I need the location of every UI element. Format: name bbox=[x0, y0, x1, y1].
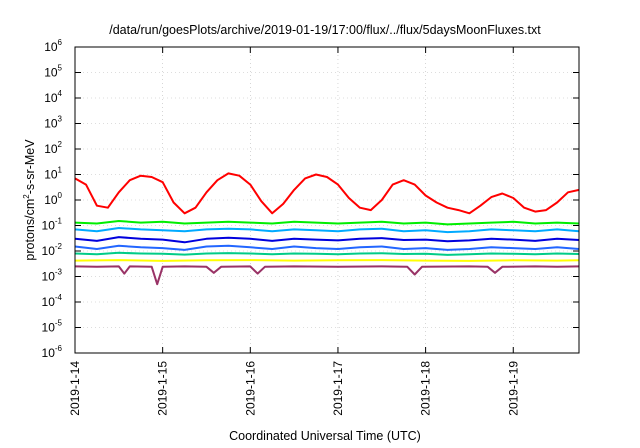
y-axis-label-pre: protons/cm bbox=[23, 199, 37, 261]
y-tick-exponent: -2 bbox=[55, 242, 63, 251]
x-tick-label: 2019-1-16 bbox=[243, 361, 257, 416]
y-tick-exponent: -3 bbox=[55, 268, 63, 277]
x-tick-labels: 2019-1-14 2019-1-15 2019-1-16 2019-1-17 2019… bbox=[68, 361, 520, 416]
y-tick-label: 100 bbox=[44, 191, 62, 207]
series-line-1 bbox=[74, 172, 580, 215]
y-tick-base: 10 bbox=[42, 219, 56, 233]
y-tick-label: 10-3 bbox=[42, 268, 63, 284]
y-tick-labels: 10-610-510-410-310-210-11001011021031041… bbox=[42, 38, 63, 360]
y-tick-label: 102 bbox=[44, 140, 62, 156]
chart-title: /data/run/goesPlots/archive/2019-01-19/1… bbox=[109, 23, 541, 37]
y-tick-base: 10 bbox=[42, 346, 56, 360]
y-tick-base: 10 bbox=[42, 295, 56, 309]
y-axis-label-post: -s-sr-MeV bbox=[23, 139, 37, 195]
y-tick-exponent: 4 bbox=[58, 89, 63, 98]
y-tick-base: 10 bbox=[42, 321, 56, 335]
y-tick-label: 10-6 bbox=[42, 344, 63, 360]
series-line-7 bbox=[74, 259, 580, 262]
series-line-3 bbox=[74, 227, 580, 234]
y-tick-exponent: 1 bbox=[58, 166, 63, 175]
y-tick-label: 105 bbox=[44, 64, 62, 80]
y-tick-exponent: 0 bbox=[58, 191, 63, 200]
grid bbox=[74, 46, 579, 354]
y-tick-base: 10 bbox=[44, 40, 58, 54]
y-tick-label: 106 bbox=[44, 38, 62, 54]
y-tick-exponent: 3 bbox=[58, 115, 63, 124]
series-line-8 bbox=[74, 265, 580, 286]
y-tick-exponent: -5 bbox=[55, 319, 63, 328]
y-tick-exponent: 2 bbox=[58, 140, 63, 149]
y-tick-label: 104 bbox=[44, 89, 62, 105]
y-tick-label: 10-2 bbox=[42, 242, 63, 258]
y-tick-base: 10 bbox=[44, 142, 58, 156]
y-axis-label-sup: 2 bbox=[22, 194, 31, 199]
x-tick-label: 2019-1-18 bbox=[419, 361, 433, 416]
series-line-6 bbox=[74, 251, 580, 256]
series-line-2 bbox=[74, 220, 580, 226]
x-tick-label: 2019-1-17 bbox=[331, 361, 345, 416]
series-layer bbox=[74, 172, 580, 286]
y-tick-exponent: -1 bbox=[55, 217, 63, 226]
x-tick-label: 2019-1-14 bbox=[68, 361, 82, 416]
y-tick-base: 10 bbox=[44, 117, 58, 131]
y-tick-exponent: -4 bbox=[55, 293, 63, 302]
y-axis-label: protons/cm2-s-sr-MeV bbox=[22, 139, 37, 261]
y-tick-label: 10-1 bbox=[42, 217, 63, 233]
y-tick-exponent: -6 bbox=[55, 344, 63, 353]
y-tick-base: 10 bbox=[42, 270, 56, 284]
y-tick-exponent: 6 bbox=[58, 38, 63, 47]
x-axis-label: Coordinated Universal Time (UTC) bbox=[229, 429, 421, 443]
y-tick-base: 10 bbox=[44, 193, 58, 207]
y-tick-base: 10 bbox=[44, 168, 58, 182]
y-tick-label: 101 bbox=[44, 166, 62, 182]
y-tick-label: 10-4 bbox=[42, 293, 63, 309]
x-tick-label: 2019-1-15 bbox=[156, 361, 170, 416]
y-tick-base: 10 bbox=[42, 244, 56, 258]
y-tick-base: 10 bbox=[44, 66, 58, 80]
y-tick-label: 10-5 bbox=[42, 319, 63, 335]
series-line-5 bbox=[74, 244, 580, 251]
x-tick-label: 2019-1-19 bbox=[506, 361, 520, 416]
y-tick-base: 10 bbox=[44, 91, 58, 105]
y-tick-label: 103 bbox=[44, 115, 62, 131]
series-line-4 bbox=[74, 236, 580, 244]
y-tick-exponent: 5 bbox=[58, 64, 63, 73]
axis-ticks bbox=[74, 46, 579, 354]
